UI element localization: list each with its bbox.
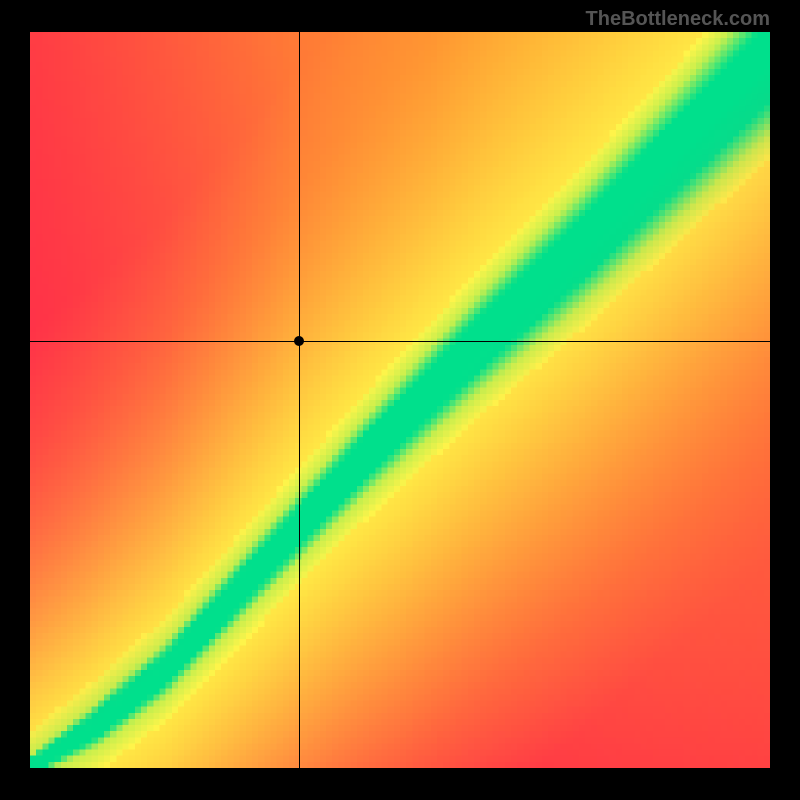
crosshair-horizontal [30, 341, 770, 342]
heatmap-canvas [30, 32, 770, 768]
crosshair-vertical [299, 32, 300, 768]
bottleneck-heatmap [30, 32, 770, 768]
selection-marker [294, 336, 304, 346]
watermark-text: TheBottleneck.com [586, 8, 770, 31]
